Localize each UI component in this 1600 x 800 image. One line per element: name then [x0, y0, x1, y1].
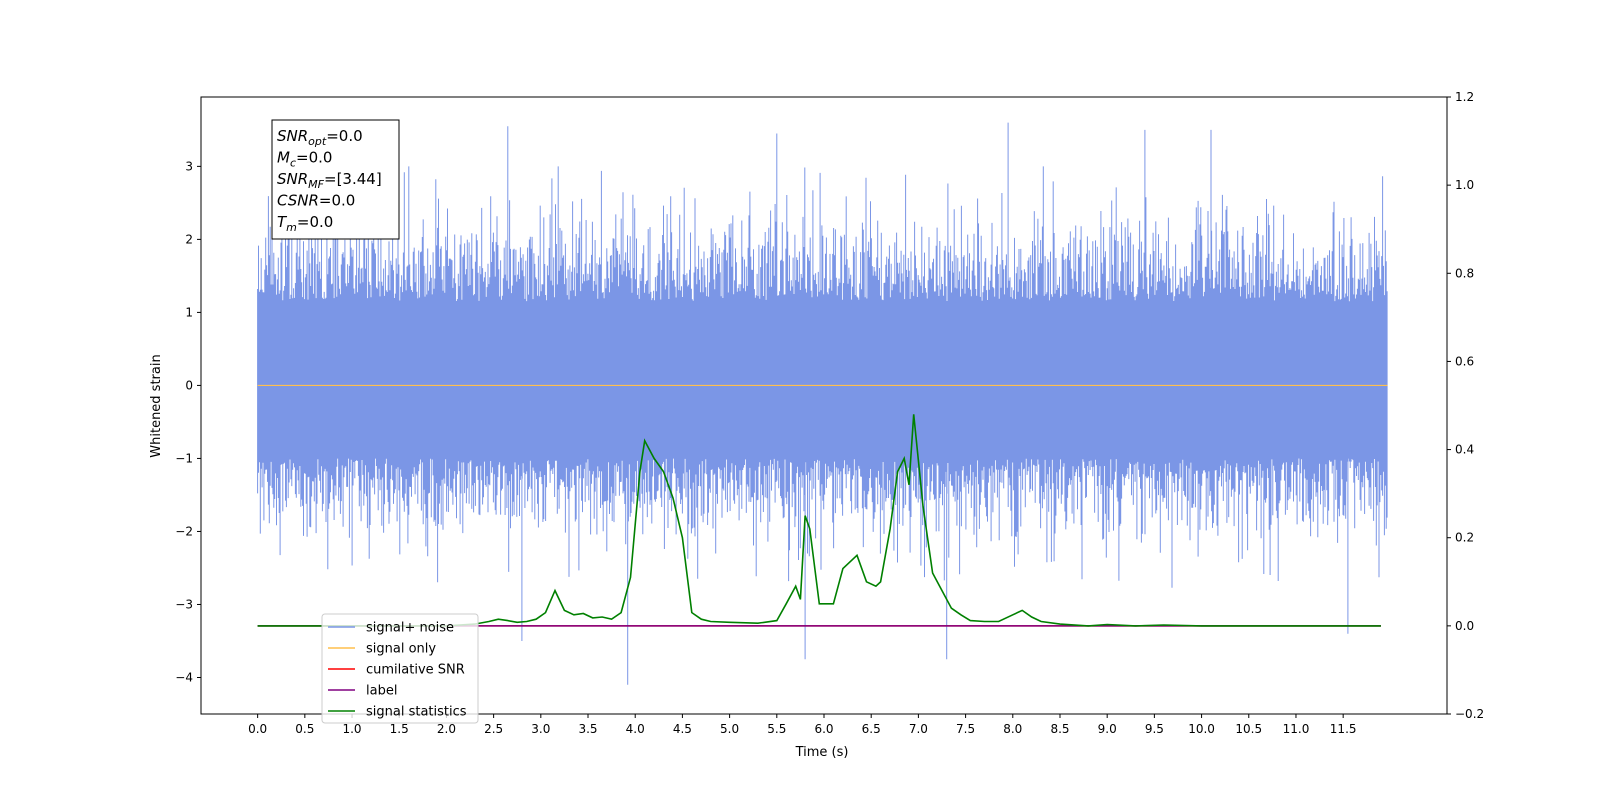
plot-area [257, 122, 1388, 685]
x-tick-label: 7.0 [909, 722, 928, 736]
x-tick-label: 0.0 [248, 722, 267, 736]
y-axis-left: −4 −3 −2 −1 0 1 2 3 [175, 159, 201, 684]
x-axis-label: Time (s) [795, 745, 849, 760]
y-tick-label: 0 [185, 378, 193, 392]
x-tick-label: 10.0 [1188, 722, 1215, 736]
legend-item: cumilative SNR [328, 663, 465, 678]
annotation-line: CSNR=0.0 [277, 192, 355, 210]
x-tick-label: 6.5 [862, 722, 881, 736]
y-axis-label: Whitened strain [149, 354, 164, 457]
x-tick-label: 3.0 [531, 722, 550, 736]
x-tick-label: 8.0 [1003, 722, 1022, 736]
x-axis: 0.0 0.5 1.0 1.5 2.0 2.5 3.0 3.5 4.0 4.5 5.0 5.5 6.0 6… [248, 714, 1357, 736]
x-tick-label: 9.5 [1145, 722, 1164, 736]
y-tick-label: 3 [185, 159, 193, 173]
legend-label: signal+ noise [366, 621, 454, 636]
x-tick-label: 2.0 [437, 722, 456, 736]
series-signal-statistics [257, 414, 1381, 627]
y-tick-label: −4 [175, 670, 193, 684]
x-tick-label: 4.0 [626, 722, 645, 736]
y2-tick-label: −0.2 [1455, 707, 1484, 721]
x-tick-label: 0.5 [295, 722, 314, 736]
x-tick-label: 10.5 [1235, 722, 1262, 736]
y2-tick-label: 0.4 [1455, 443, 1474, 457]
y2-tick-label: 0.8 [1455, 266, 1474, 280]
y-tick-label: 2 [185, 232, 193, 246]
x-tick-label: 8.5 [1050, 722, 1069, 736]
x-tick-label: 4.5 [673, 722, 692, 736]
y2-tick-label: 0.2 [1455, 531, 1474, 545]
y2-tick-label: 1.0 [1455, 178, 1474, 192]
x-tick-label: 9.0 [1098, 722, 1117, 736]
x-tick-label: 6.0 [814, 722, 833, 736]
y-tick-label: −2 [175, 524, 193, 538]
series-signal-plus-noise [257, 122, 1388, 685]
y2-tick-label: 0.6 [1455, 354, 1474, 368]
legend-item: signal only [328, 642, 436, 657]
x-tick-label: 1.0 [342, 722, 361, 736]
legend-item: signal statistics [328, 705, 467, 720]
x-tick-label: 2.5 [484, 722, 503, 736]
legend-label: signal statistics [366, 705, 467, 720]
legend-label: cumilative SNR [366, 663, 465, 678]
annotation-line: SNRMF=[3.44] [277, 170, 382, 191]
x-tick-label: 7.5 [956, 722, 975, 736]
y-axis-right: −0.2 0.0 0.2 0.4 0.6 0.8 1.0 1.2 [1447, 90, 1484, 721]
x-tick-label: 11.5 [1330, 722, 1357, 736]
annotation-line: Tm=0.0 [277, 213, 333, 234]
annotation-line: SNRopt=0.0 [277, 127, 363, 148]
annotation-line: Mc=0.0 [277, 149, 332, 170]
y-tick-label: 1 [185, 305, 193, 319]
legend-label: signal only [366, 642, 436, 657]
x-tick-label: 3.5 [578, 722, 597, 736]
x-tick-label: 5.5 [767, 722, 786, 736]
y2-tick-label: 0.0 [1455, 619, 1474, 633]
x-tick-label: 1.5 [390, 722, 409, 736]
y-tick-label: −1 [175, 451, 193, 465]
y2-tick-label: 1.2 [1455, 90, 1474, 104]
x-tick-label: 11.0 [1283, 722, 1310, 736]
y-tick-label: −3 [175, 597, 193, 611]
x-tick-label: 5.0 [720, 722, 739, 736]
legend-label: label [366, 684, 397, 699]
legend: signal+ noise signal only cumilative SNR la… [321, 613, 479, 724]
legend-item: signal+ noise [328, 621, 454, 636]
legend-item: label [328, 684, 397, 699]
